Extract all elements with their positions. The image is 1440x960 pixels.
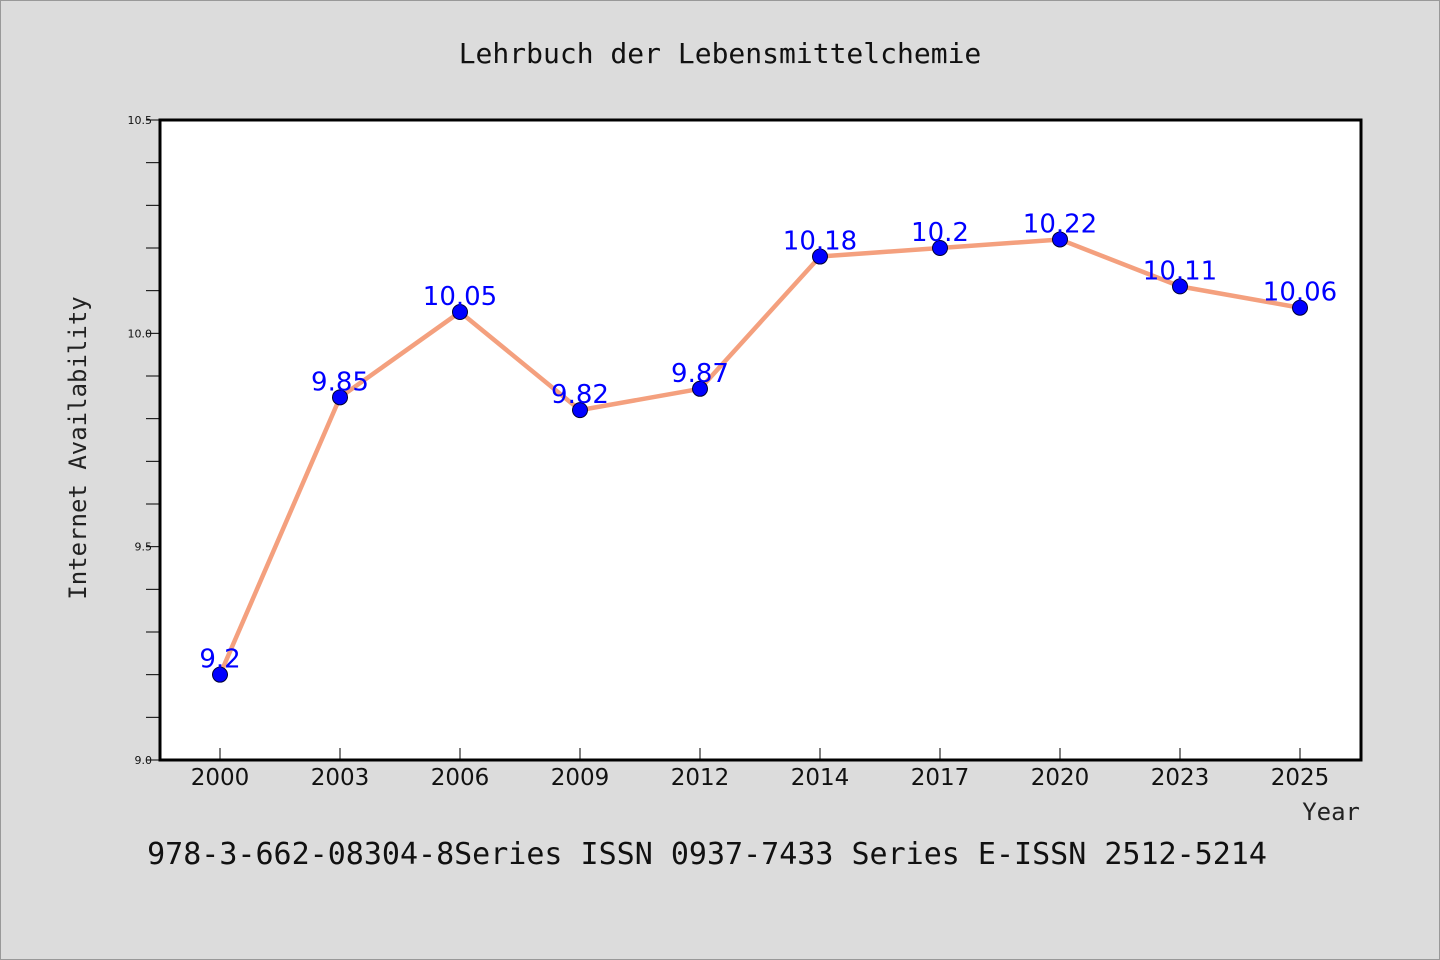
y-tick-label: 10.0 (128, 327, 153, 340)
y-axis: 9.0 9.5 10.0 10.5 (128, 114, 160, 767)
data-point (692, 380, 708, 397)
footer-isbn-issn: 978-3-662-08304-8Series ISSN 0937-7433 S… (147, 837, 1267, 872)
data-point (572, 402, 588, 419)
data-label: 9.87 (671, 359, 729, 389)
data-point (812, 248, 828, 265)
x-tick-label: 2003 (311, 765, 370, 791)
data-label: 9.2 (199, 645, 240, 675)
data-label: 10.2 (911, 218, 969, 248)
data-label: 10.18 (783, 227, 857, 257)
data-point (1292, 299, 1308, 316)
data-labels: 9.2 9.85 10.05 9.82 9.87 10.18 10.2 10.22 10.11 1… (199, 209, 1337, 674)
data-point (932, 240, 948, 256)
data-label: 10.06 (1263, 278, 1337, 308)
data-label: 10.22 (1023, 209, 1097, 239)
x-axis-label: Year (1302, 798, 1360, 826)
y-axis-label: Internet Availability (64, 296, 92, 599)
series-markers (212, 231, 1308, 683)
plot-frame (158, 118, 1363, 762)
x-tick-label: 2009 (551, 765, 610, 791)
x-axis: 2000 2003 2006 2009 2012 2014 2017 2020 2023 2025 (191, 748, 1330, 791)
data-label: 9.82 (551, 380, 609, 410)
data-point (212, 666, 228, 683)
data-point (1172, 278, 1188, 295)
data-label: 10.05 (423, 282, 497, 312)
x-tick-label: 2000 (191, 765, 250, 791)
plot-area (160, 120, 1361, 760)
chart-title: Lehrbuch der Lebensmittelchemie (459, 37, 982, 70)
data-label: 10.11 (1143, 256, 1217, 286)
x-tick-label: 2014 (791, 765, 850, 791)
x-tick-label: 2006 (431, 765, 490, 791)
y-tick-label: 9.0 (135, 754, 153, 767)
x-tick-label: 2012 (671, 765, 730, 791)
series-line (217, 237, 1301, 676)
data-point (1052, 231, 1068, 248)
x-tick-label: 2017 (911, 765, 970, 791)
x-tick-label: 2020 (1031, 765, 1090, 791)
data-label: 9.85 (311, 367, 369, 397)
x-tick-label: 2023 (1151, 765, 1210, 791)
data-point (332, 389, 348, 406)
y-tick-label: 9.5 (135, 541, 153, 554)
y-tick-label: 10.5 (128, 114, 153, 127)
x-tick-label: 2025 (1271, 765, 1330, 791)
data-point (452, 304, 468, 320)
